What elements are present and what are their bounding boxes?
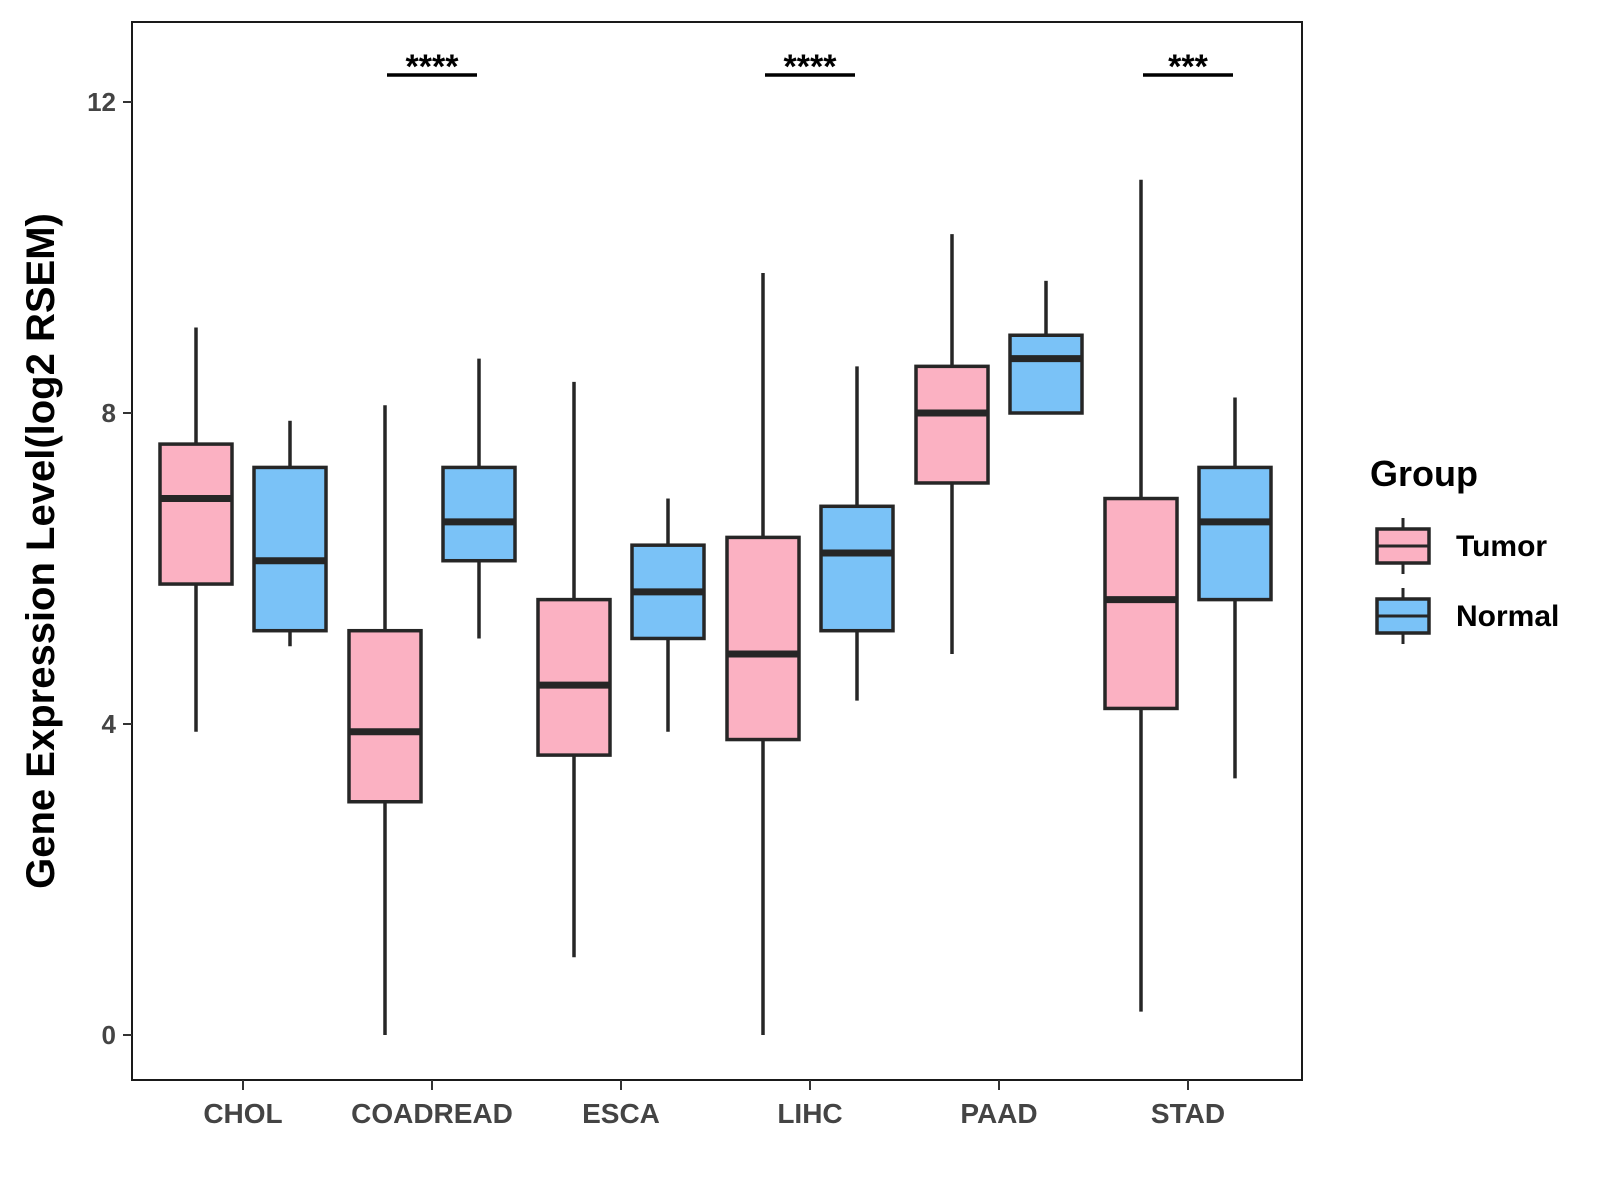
box-tumor-chol	[158, 442, 234, 586]
box-tumor-paad	[914, 364, 990, 485]
x-tick-label: COADREAD	[351, 1098, 513, 1129]
box-normal-chol	[252, 465, 328, 633]
x-tick-label: PAAD	[960, 1098, 1037, 1129]
x-tick-label: ESCA	[582, 1098, 660, 1129]
box-normal-paad	[1008, 333, 1084, 415]
y-tick-label: 12	[87, 87, 116, 117]
y-tick-label: 8	[102, 398, 116, 428]
box-tumor-coadread	[347, 628, 423, 804]
box-normal-stad	[1197, 465, 1273, 602]
box-tumor-lihc	[725, 535, 801, 742]
legend-label-tumor: Tumor	[1456, 530, 1547, 563]
significance-label: ****	[784, 48, 838, 86]
box-tumor-stad	[1103, 496, 1179, 711]
box-normal-lihc	[819, 504, 895, 633]
x-tick-label: STAD	[1151, 1098, 1225, 1129]
y-tick-label: 0	[102, 1020, 116, 1050]
x-tick-label: LIHC	[777, 1098, 842, 1129]
box-normal-coadread	[441, 465, 517, 563]
y-tick-label: 4	[102, 709, 117, 739]
significance-label: ***	[1168, 48, 1208, 86]
legend-title: Group	[1370, 453, 1478, 494]
legend-label-normal: Normal	[1456, 600, 1559, 633]
x-tick-label: CHOL	[203, 1098, 282, 1129]
box-tumor-esca	[536, 597, 612, 757]
y-axis-title: Gene Expression Level(log2 RSEM)	[19, 213, 63, 889]
significance-label: ****	[406, 48, 460, 86]
